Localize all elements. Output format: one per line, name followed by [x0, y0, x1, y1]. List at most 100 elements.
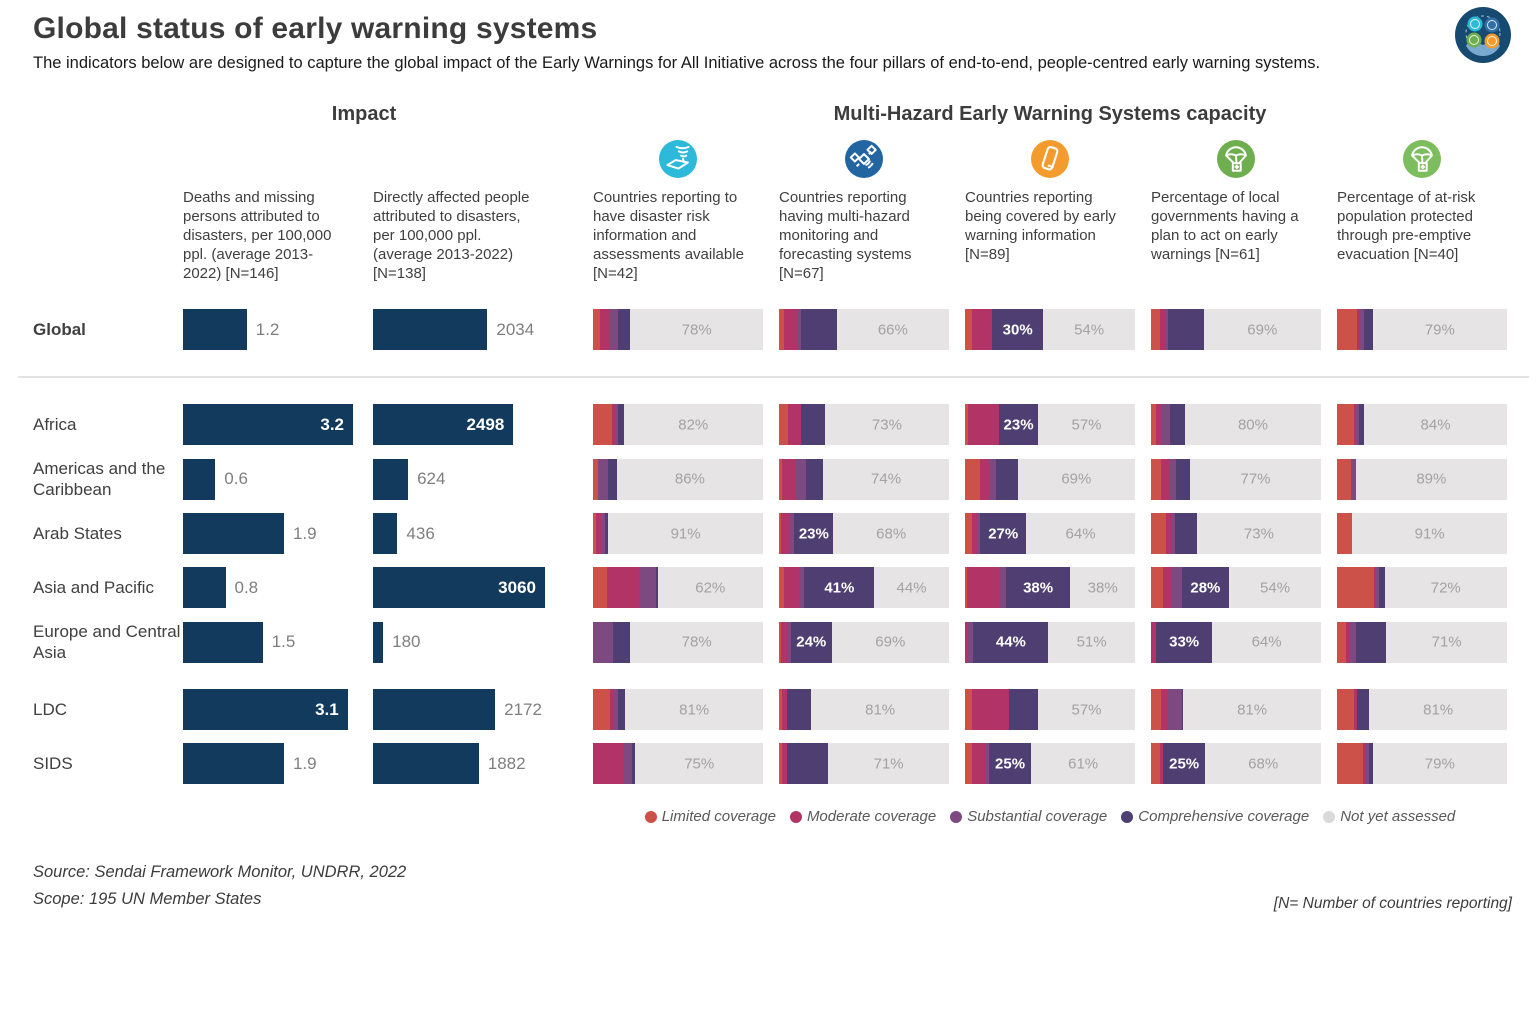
not-assessed-value-label: 86%: [674, 470, 705, 488]
segment-substantial: [623, 743, 633, 784]
segment-moderate: [784, 309, 798, 350]
capacity-column-header: Countries reporting having multi-hazard …: [779, 189, 912, 282]
not-assessed-value-label: 81%: [1237, 701, 1268, 718]
capacity-bar: 80%: [1151, 404, 1321, 445]
affected-bar: 3060: [373, 567, 545, 608]
segment-moderate: [971, 743, 986, 784]
segment-comprehensive: [604, 513, 609, 554]
segment-moderate: [1151, 621, 1157, 663]
capacity-bar: 71%: [1337, 621, 1507, 663]
affected-bar: [373, 743, 479, 784]
bar-value-label: 1882: [487, 753, 526, 773]
segment-comprehensive: [1357, 689, 1370, 730]
segment-moderate: [780, 513, 790, 554]
region-label: Americas and the Caribbean: [33, 459, 166, 499]
row-sids: SIDS 1.9 1882 75% 71% 25% 61% 25% 68% 79%: [33, 743, 1516, 784]
affected-bar: 2498: [373, 404, 514, 445]
segment-substantial: [787, 621, 791, 663]
segment-limited: [1337, 458, 1351, 500]
segment-substantial: [789, 513, 795, 554]
legend-label: Not yet assessed: [1340, 808, 1456, 825]
segment-not-assessed: 80%: [1184, 404, 1321, 445]
segment-limited: [593, 404, 612, 445]
segment-limited: [593, 513, 597, 554]
segment-limited: [965, 309, 972, 350]
segment-not-assessed: 91%: [608, 513, 763, 554]
segment-not-assessed: 81%: [625, 689, 763, 730]
segment-not-assessed: 69%: [831, 621, 949, 663]
capacity-bar: 91%: [1337, 513, 1507, 554]
capacity-bar: 81%: [1337, 689, 1507, 730]
bar-value-label: 1.5: [271, 632, 296, 651]
segment-not-assessed: 81%: [811, 689, 949, 730]
segment-comprehensive: [787, 689, 812, 730]
not-assessed-value-label: 73%: [1243, 525, 1274, 542]
capacity-bar: 41% 44%: [779, 567, 949, 608]
capacity-bar: 91%: [593, 513, 763, 554]
region-label: Arab States: [33, 524, 122, 543]
comprehensive-value-label: 24%: [796, 633, 827, 651]
bar-value-label: 2172: [504, 699, 542, 719]
segment-comprehensive: [632, 743, 636, 784]
segment-not-assessed: 89%: [1355, 458, 1507, 500]
not-assessed-value-label: 69%: [875, 633, 906, 651]
segment-limited: [779, 404, 788, 445]
capacity-bar: 38% 38%: [965, 567, 1135, 608]
segment-moderate: [787, 404, 802, 445]
segment-limited: [1151, 689, 1162, 730]
segment-not-assessed: 38%: [1070, 567, 1135, 608]
row-global: Global 1.2 2034 78% 66% 30% 54% 69% 79%: [33, 309, 1516, 350]
segment-not-assessed: 54%: [1229, 567, 1321, 608]
not-assessed-value-label: 81%: [865, 701, 896, 718]
segment-limited: [1337, 309, 1358, 350]
segment-limited: [1337, 513, 1353, 554]
segment-moderate: [593, 743, 624, 784]
legend-dot: [1121, 810, 1134, 823]
segment-not-assessed: 69%: [1017, 458, 1135, 500]
bar-value-label: 3.2: [320, 414, 344, 434]
not-assessed-value-label: 69%: [1247, 321, 1278, 338]
segment-limited: [965, 743, 972, 784]
not-assessed-value-label: 38%: [1087, 579, 1118, 596]
segment-not-assessed: 69%: [1203, 309, 1321, 350]
segment-substantial: [1359, 309, 1365, 350]
segment-substantial: [1169, 458, 1177, 500]
comprehensive-value-label: 25%: [995, 755, 1026, 772]
affected-bar: [373, 309, 488, 350]
not-assessed-value-label: 84%: [1420, 416, 1451, 433]
capacity-bar: 23% 68%: [779, 513, 949, 554]
impact-column-header: Directly affected people attributed to d…: [373, 189, 530, 282]
segment-moderate: [966, 567, 999, 608]
segment-substantial: [1365, 743, 1370, 784]
capacity-bar: 77%: [1151, 458, 1321, 500]
comprehensive-value-label: 38%: [1023, 579, 1054, 596]
capacity-bar: 24% 69%: [779, 621, 949, 663]
parachute-supply-icon: [1151, 140, 1321, 178]
segment-moderate: [968, 404, 999, 445]
segment-comprehensive: [1379, 567, 1385, 608]
not-assessed-value-label: 91%: [1414, 525, 1445, 542]
legend-dot: [789, 810, 802, 823]
segment-limited: [1337, 404, 1354, 445]
footer-source: Source: Sendai Framework Monitor, UNDRR,…: [33, 863, 407, 881]
legend-item: Not yet assessed: [1323, 808, 1455, 825]
capacity-bar: 79%: [1337, 743, 1507, 784]
segment-moderate: [1161, 458, 1170, 500]
capacity-bar: 81%: [593, 689, 763, 730]
comprehensive-value-label: 25%: [1169, 755, 1200, 772]
comprehensive-value-label: 30%: [1002, 321, 1033, 338]
not-assessed-value-label: 72%: [1430, 579, 1461, 596]
segment-comprehensive: 24%: [790, 621, 832, 663]
segment-not-assessed: 78%: [630, 309, 763, 350]
segment-limited: [965, 567, 967, 608]
segment-limited: [1151, 458, 1162, 500]
capacity-icons-row: [33, 140, 1516, 178]
segment-substantial: [1167, 689, 1182, 730]
region-label: Asia and Pacific: [33, 578, 154, 597]
early-warnings-for-all-logo: [1455, 7, 1511, 63]
segment-moderate: [1362, 743, 1366, 784]
bar-value-label: 0.8: [234, 577, 259, 597]
segment-limited: [965, 689, 972, 730]
segment-not-assessed: 66%: [836, 309, 949, 350]
deaths-bar: [183, 621, 263, 663]
